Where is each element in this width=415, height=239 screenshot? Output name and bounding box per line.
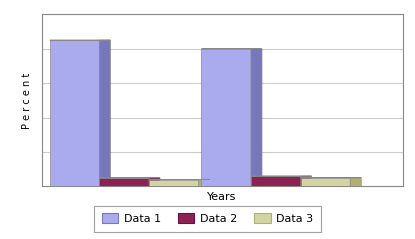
Polygon shape xyxy=(350,178,361,186)
Bar xyxy=(99,178,149,186)
Bar xyxy=(50,40,99,186)
Bar xyxy=(201,49,251,186)
Bar xyxy=(300,178,350,186)
Bar xyxy=(149,179,199,186)
Polygon shape xyxy=(199,179,210,186)
Bar xyxy=(251,176,300,186)
Polygon shape xyxy=(300,176,312,186)
Polygon shape xyxy=(99,40,110,186)
Y-axis label: P e r c e n t: P e r c e n t xyxy=(22,72,32,129)
Polygon shape xyxy=(149,178,160,186)
X-axis label: Years: Years xyxy=(208,192,237,202)
Legend: Data 1, Data 2, Data 3: Data 1, Data 2, Data 3 xyxy=(94,206,321,232)
Polygon shape xyxy=(251,49,262,186)
